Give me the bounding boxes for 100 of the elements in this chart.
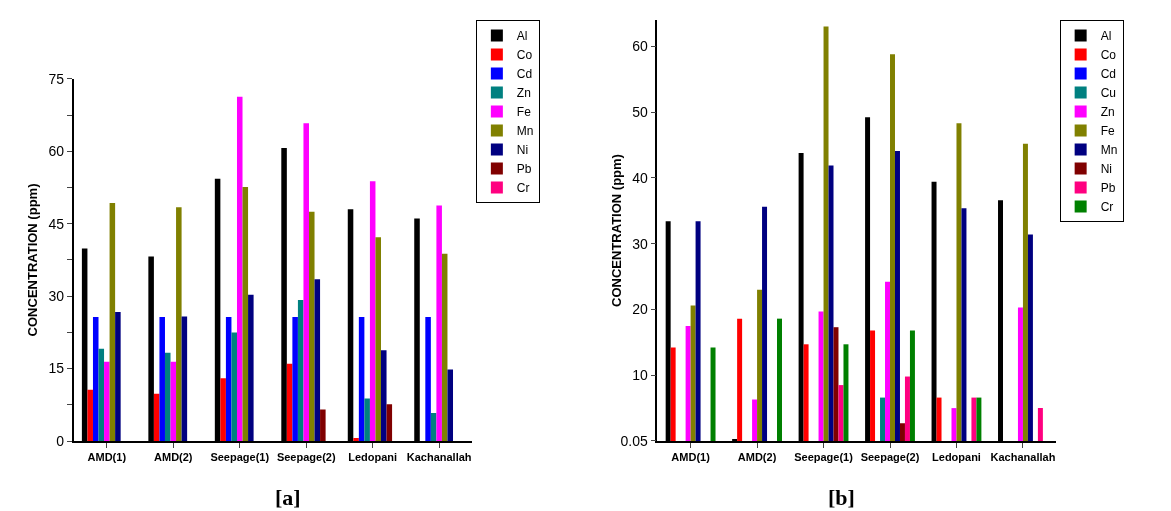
- bar: [880, 397, 886, 441]
- bar: [87, 389, 93, 441]
- bar: [757, 289, 763, 441]
- legend-label: Fe: [516, 105, 532, 120]
- legend-label: Pb: [1100, 181, 1116, 196]
- legend-label: Cr: [516, 181, 530, 196]
- bar: [441, 253, 448, 441]
- bar: [231, 332, 237, 441]
- bar: [803, 344, 809, 441]
- x-tick-label: Seepage(2): [860, 450, 920, 463]
- x-tick-label: AMD(1): [671, 450, 711, 463]
- x-tick-label: Kachanallah: [990, 450, 1056, 463]
- bar: [695, 221, 701, 441]
- legend-label: Mn: [1100, 143, 1118, 158]
- bar: [447, 369, 454, 441]
- y-tick-label: 0.05: [620, 432, 649, 449]
- bar: [358, 316, 365, 441]
- bar: [369, 181, 376, 441]
- bar: [885, 281, 891, 441]
- legend-label: Co: [516, 48, 533, 63]
- bar: [430, 413, 437, 441]
- bar: [951, 408, 957, 441]
- legend-label: Co: [1100, 48, 1117, 63]
- bar: [685, 325, 691, 441]
- legend-label: Al: [516, 29, 528, 44]
- bar: [976, 397, 982, 441]
- bar: [961, 208, 967, 441]
- bar: [752, 399, 758, 441]
- bar: [297, 300, 304, 441]
- bar: [890, 54, 895, 441]
- x-tick-label: Kachanallah: [406, 450, 472, 463]
- bar: [777, 318, 782, 441]
- bar: [1017, 307, 1023, 441]
- bar: [823, 26, 829, 441]
- legend-label: Mn: [516, 124, 534, 139]
- bar: [904, 376, 910, 441]
- bar: [109, 203, 116, 441]
- y-axis-title: CONCENTRATION (ppm): [25, 183, 41, 337]
- x-tick-label: AMD(1): [87, 450, 127, 463]
- legend-label: Zn: [516, 86, 531, 101]
- bar: [92, 316, 99, 441]
- bar: [236, 96, 243, 441]
- bar: [159, 316, 165, 441]
- bar: [314, 279, 321, 441]
- bar: [936, 397, 942, 441]
- y-tick-label: 20: [632, 301, 649, 318]
- bar: [909, 330, 915, 441]
- bar: [220, 378, 226, 441]
- bar: [956, 123, 962, 441]
- bar: [737, 318, 743, 441]
- bar: [894, 150, 900, 441]
- bar: [286, 363, 293, 441]
- bar: [292, 316, 298, 441]
- bar: [153, 393, 160, 441]
- bar: [181, 316, 188, 441]
- legend-label: Ni: [516, 143, 529, 158]
- y-tick-label: 15: [48, 360, 65, 377]
- bar: [176, 207, 182, 441]
- legend-label: Ni: [1100, 162, 1112, 177]
- y-tick-label: 30: [632, 235, 649, 252]
- y-tick-label: 45: [48, 215, 65, 232]
- y-tick-label: 60: [632, 38, 649, 55]
- bar: [828, 165, 834, 441]
- bar: [690, 305, 696, 441]
- bar: [1022, 143, 1028, 441]
- legend-label: Fe: [1100, 124, 1115, 139]
- bar: [670, 347, 676, 441]
- bar: [353, 438, 359, 441]
- legend-label: Cr: [1100, 200, 1114, 215]
- legend-label: Cu: [1100, 86, 1116, 101]
- legend-label: Zn: [1100, 105, 1115, 120]
- legend-label: Cd: [516, 67, 533, 82]
- bar: [843, 344, 849, 441]
- x-tick-label: Seepage(2): [276, 450, 336, 463]
- y-tick-label: 75: [48, 70, 65, 87]
- bar: [1027, 234, 1033, 441]
- bar: [436, 205, 442, 441]
- bar: [170, 361, 177, 441]
- y-tick-label: 30: [48, 288, 65, 305]
- bar: [899, 423, 905, 441]
- bar: [308, 211, 315, 441]
- y-tick-label: 50: [632, 103, 649, 120]
- bar: [242, 187, 249, 441]
- y-axis-title: CONCENTRATION (ppm): [608, 154, 624, 307]
- x-tick-label: AMD(2): [737, 450, 777, 463]
- bar: [710, 347, 716, 441]
- bar: [971, 397, 977, 441]
- bar: [364, 398, 370, 441]
- bar: [386, 404, 393, 441]
- x-tick-label: Seepage(1): [210, 450, 270, 463]
- bar: [303, 123, 309, 441]
- y-tick-label: 60: [48, 143, 65, 160]
- legend-label: Al: [1100, 29, 1112, 44]
- legend-label: Cd: [1100, 67, 1116, 82]
- bar: [248, 294, 254, 441]
- bar: [870, 330, 876, 441]
- bar: [818, 311, 824, 441]
- x-tick-label: Seepage(1): [794, 450, 854, 463]
- y-tick-label: 10: [632, 367, 649, 384]
- bar: [104, 361, 110, 441]
